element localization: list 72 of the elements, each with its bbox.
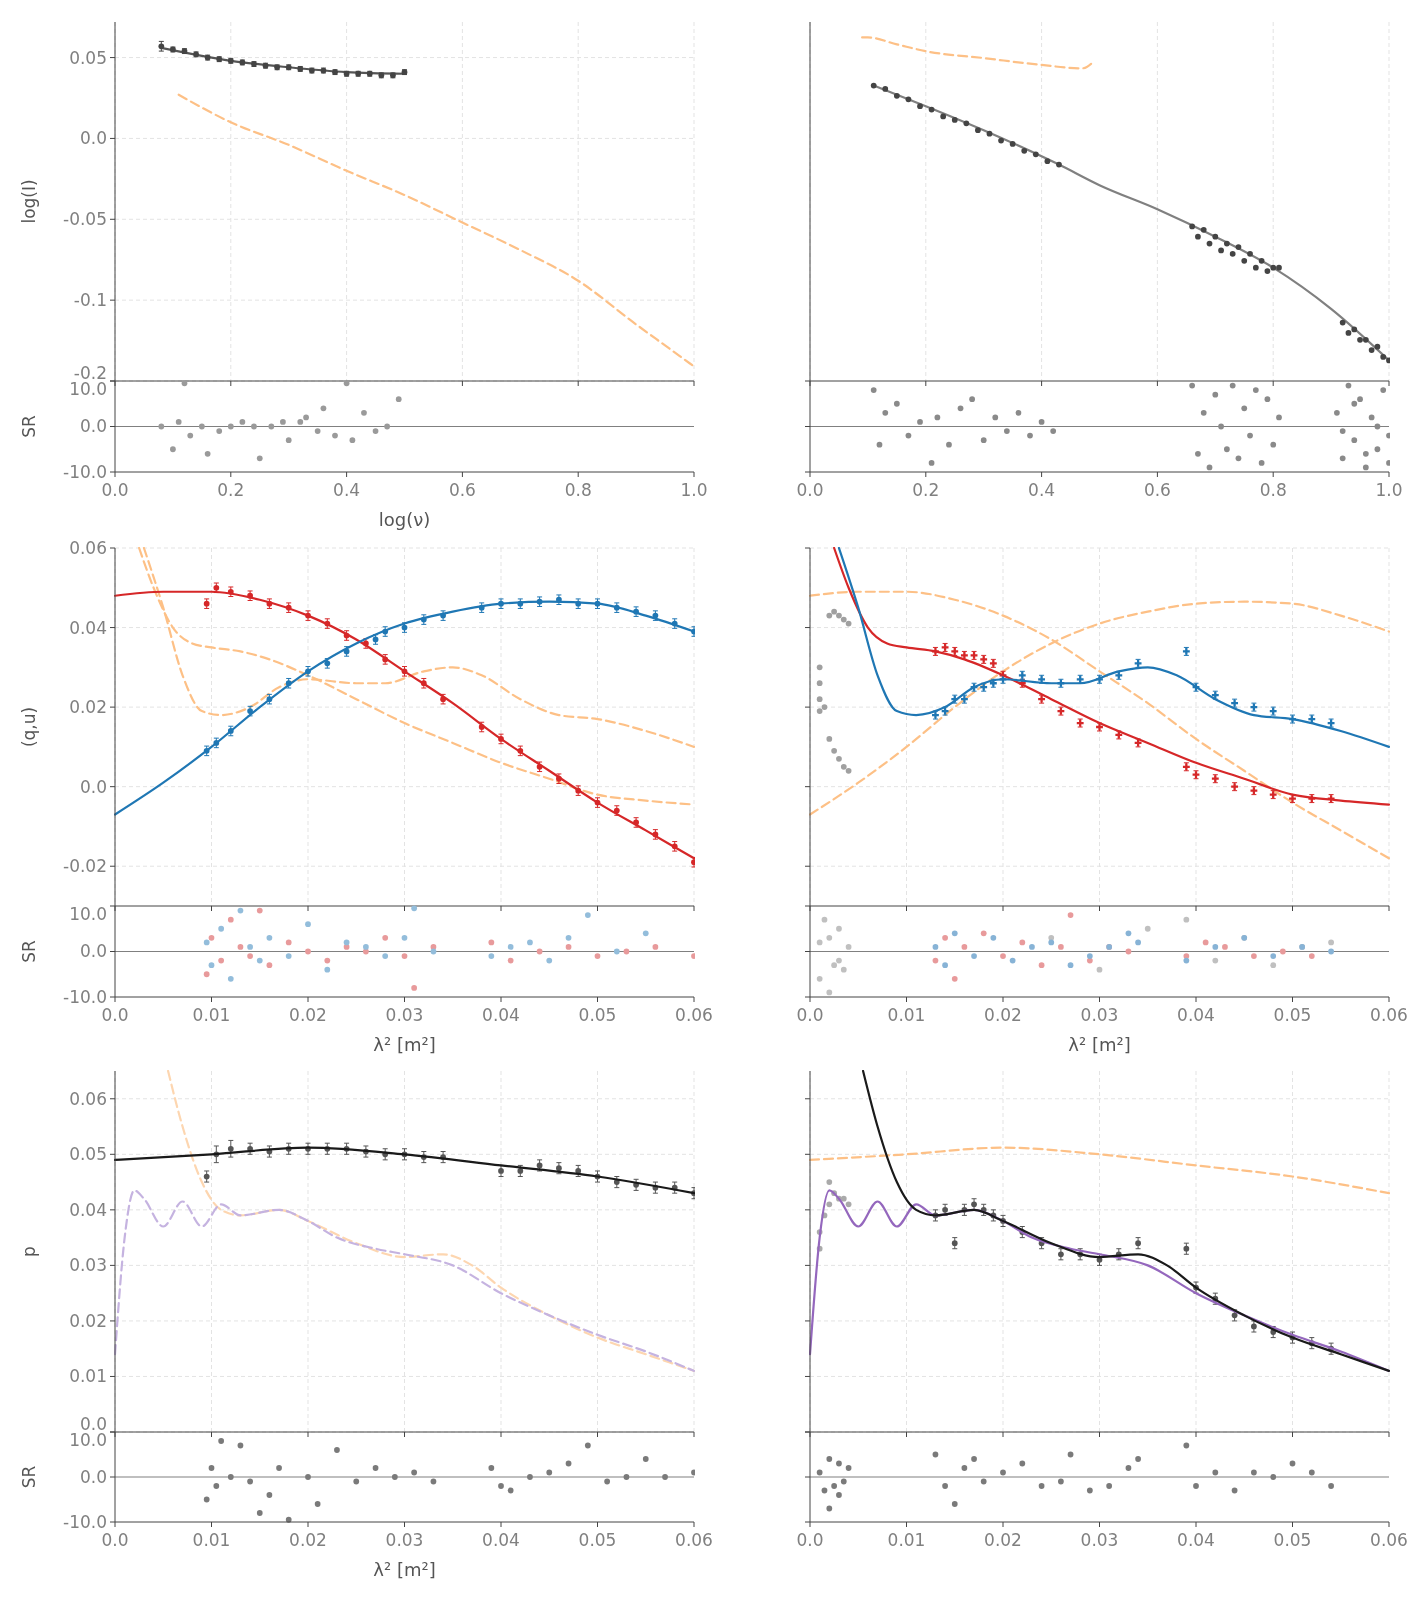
x-tick-label: 0.8 — [1259, 480, 1287, 500]
y-tick-label: 0.0 — [79, 941, 107, 962]
y-tick-label: -0.02 — [63, 856, 107, 877]
x-tick-label: 0.0 — [796, 480, 824, 500]
x-tick-label: 0.0 — [796, 1005, 824, 1025]
y-tick-label: 0.06 — [69, 537, 107, 558]
x-tick-label: 0.2 — [912, 480, 940, 500]
x-axis-title: λ² [m²] — [373, 1034, 436, 1055]
x-tick-label: 0.05 — [578, 1530, 617, 1550]
x-tick-label: 0.02 — [984, 1530, 1022, 1550]
y-axis-title: SR — [19, 940, 39, 963]
x-tick-label: 0.01 — [887, 1530, 926, 1550]
x-tick-label: 0.06 — [1370, 1005, 1408, 1025]
x-tick-label: 0.03 — [385, 1530, 424, 1550]
y-tick-label: 0.04 — [69, 1199, 107, 1220]
y-tick-label: 0.01 — [69, 1366, 107, 1387]
x-tick-label: 0.4 — [333, 480, 361, 500]
x-tick-label: 0.02 — [289, 1530, 327, 1550]
y-axis-title: SR — [19, 1465, 39, 1489]
x-tick-label: 0.06 — [1370, 1530, 1408, 1550]
x-axis-title: λ² [m²] — [1068, 1034, 1131, 1055]
y-tick-label: 0.02 — [69, 1310, 107, 1331]
x-tick-label: 0.04 — [1177, 1005, 1215, 1025]
y-tick-label: 0.04 — [69, 617, 107, 638]
x-tick-label: 0.01 — [192, 1530, 231, 1550]
y-tick-label: 0.06 — [69, 1088, 107, 1109]
x-tick-label: 0.04 — [1177, 1530, 1215, 1550]
x-axis-title: λ² [m²] — [373, 1559, 436, 1580]
y-tick-label: -10.0 — [63, 461, 107, 482]
x-tick-label: 0.03 — [1080, 1005, 1119, 1025]
x-tick-label: 0.2 — [217, 480, 245, 500]
y-axis-title: SR — [19, 415, 39, 438]
x-tick-label: 0.06 — [675, 1530, 713, 1550]
y-tick-label: 0.05 — [69, 1144, 107, 1165]
x-tick-label: 0.04 — [482, 1530, 520, 1550]
x-tick-label: 0.0 — [101, 1005, 129, 1025]
y-tick-label: 10.0 — [69, 903, 107, 924]
y-tick-label: 0.0 — [79, 776, 107, 797]
x-tick-label: 1.0 — [680, 480, 708, 500]
x-tick-label: 0.05 — [1273, 1530, 1312, 1550]
x-tick-label: 0.0 — [101, 1530, 129, 1550]
x-tick-label: 0.02 — [984, 1005, 1022, 1025]
y-tick-label: 0.0 — [79, 1466, 107, 1487]
x-tick-label: 0.01 — [887, 1005, 926, 1025]
y-tick-label: 0.0 — [79, 128, 107, 149]
x-tick-label: 0.06 — [675, 1005, 713, 1025]
y-tick-label: -10.0 — [63, 1511, 107, 1532]
y-axis-title: log(I) — [19, 179, 39, 224]
y-tick-label: -0.05 — [63, 209, 107, 230]
y-tick-label: 0.0 — [79, 416, 107, 437]
x-tick-label: 0.05 — [1273, 1005, 1312, 1025]
y-tick-label: 0.03 — [69, 1255, 107, 1276]
x-tick-label: 0.8 — [564, 480, 592, 500]
x-tick-label: 0.0 — [796, 1530, 824, 1550]
x-tick-label: 0.4 — [1028, 480, 1056, 500]
x-tick-label: 1.0 — [1375, 480, 1403, 500]
x-tick-label: 0.03 — [385, 1005, 424, 1025]
y-tick-label: -10.0 — [63, 986, 107, 1007]
y-axis-title: p — [19, 1246, 39, 1257]
x-tick-label: 0.05 — [578, 1005, 617, 1025]
x-tick-label: 0.02 — [289, 1005, 327, 1025]
y-tick-label: -0.1 — [73, 290, 107, 311]
x-tick-label: 0.0 — [101, 480, 129, 500]
y-tick-label: 0.05 — [69, 47, 107, 68]
y-tick-label: 0.02 — [69, 697, 107, 718]
x-tick-label: 0.6 — [448, 480, 476, 500]
x-axis-title: log(ν) — [378, 509, 431, 530]
x-tick-label: 0.04 — [482, 1005, 520, 1025]
x-tick-label: 0.6 — [1143, 480, 1171, 500]
x-tick-label: 0.01 — [192, 1005, 231, 1025]
x-tick-label: 0.03 — [1080, 1530, 1119, 1550]
y-axis-title: (q,u) — [19, 706, 39, 748]
